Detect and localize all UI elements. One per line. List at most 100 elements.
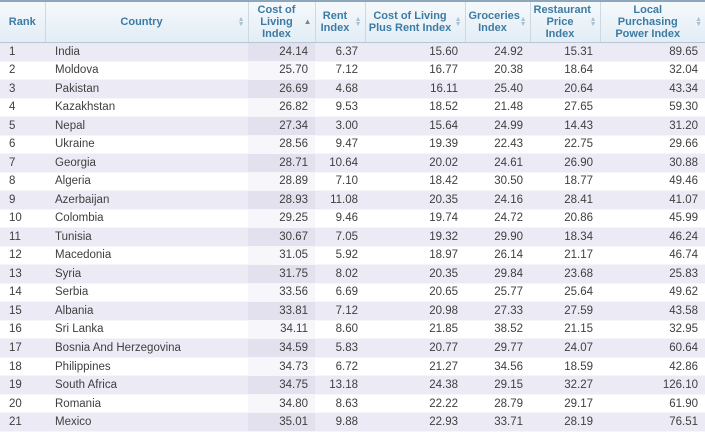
cell-col_index: 34.11 [248, 320, 315, 340]
cell-purchasing: 89.65 [600, 42, 705, 62]
cell-groceries: 20.38 [465, 61, 530, 81]
cell-groceries: 33.71 [465, 412, 530, 432]
table-row: 14 Serbia 33.56 6.69 20.65 25.77 25.64 49.62 [0, 283, 705, 303]
cell-restaurant: 27.59 [530, 301, 600, 321]
column-header-col_rent[interactable]: Cost of Living Plus Rent Index ▲ ▼ [364, 2, 465, 43]
cell-groceries: 24.72 [465, 209, 530, 229]
column-header-groceries[interactable]: Groceries Index ▲ ▼ [464, 2, 530, 43]
cell-col_rent: 20.98 [365, 301, 465, 321]
column-header-rank: Rank [0, 2, 45, 43]
cell-country: Syria [45, 264, 248, 284]
cell-col_rent: 16.77 [365, 61, 465, 81]
cell-purchasing: 25.83 [600, 264, 705, 284]
table-row: 10 Colombia 29.25 9.46 19.74 24.72 20.86 45.99 [0, 209, 705, 229]
cell-rank: 8 [0, 172, 45, 192]
cell-col_rent: 18.52 [365, 98, 465, 118]
cell-purchasing: 49.62 [600, 283, 705, 303]
cell-restaurant: 20.64 [530, 79, 600, 99]
cell-col_index: 31.05 [248, 246, 315, 266]
table-row: 11 Tunisia 30.67 7.05 19.32 29.90 18.34 46.24 [0, 227, 705, 247]
cell-rank: 15 [0, 301, 45, 321]
cell-purchasing: 30.88 [600, 153, 705, 173]
cell-col_rent: 16.11 [365, 79, 465, 99]
column-header-country[interactable]: Country ▲ ▼ [44, 2, 248, 43]
cell-rent: 5.92 [315, 246, 365, 266]
cell-rank: 18 [0, 357, 45, 377]
cell-purchasing: 42.86 [600, 357, 705, 377]
cell-col_rent: 20.35 [365, 190, 465, 210]
cell-groceries: 38.52 [465, 320, 530, 340]
cell-col_index: 26.82 [248, 98, 315, 118]
column-header-restaurant[interactable]: Restaurant Price Index ▲ ▼ [529, 2, 600, 43]
cell-rent: 7.05 [315, 227, 365, 247]
cell-col_rent: 19.74 [365, 209, 465, 229]
table-row: 17 Bosnia And Herzegovina 34.59 5.83 20.77 29… [0, 338, 705, 358]
table-row: 21 Mexico 35.01 9.88 22.93 33.71 28.19 76.51 [0, 412, 705, 432]
cell-rent: 9.47 [315, 135, 365, 155]
table-row: 2 Moldova 25.70 7.12 16.77 20.38 18.64 32.04 [0, 61, 705, 81]
table-row: 4 Kazakhstan 26.82 9.53 18.52 21.48 27.65 59.30 [0, 98, 705, 118]
cell-rank: 9 [0, 190, 45, 210]
cell-restaurant: 21.17 [530, 246, 600, 266]
table-row: 9 Azerbaijan 28.93 11.08 20.35 24.16 28.41 41.0… [0, 190, 705, 210]
cell-groceries: 27.33 [465, 301, 530, 321]
cell-restaurant: 15.31 [530, 42, 600, 62]
cell-rank: 3 [0, 79, 45, 99]
cell-purchasing: 46.24 [600, 227, 705, 247]
cell-rank: 10 [0, 209, 45, 229]
cell-rent: 8.02 [315, 264, 365, 284]
cell-rank: 12 [0, 246, 45, 266]
cell-col_rent: 20.65 [365, 283, 465, 303]
cell-purchasing: 126.10 [600, 375, 705, 395]
cell-purchasing: 31.20 [600, 116, 705, 136]
cell-col_rent: 19.39 [365, 135, 465, 155]
cell-rank: 19 [0, 375, 45, 395]
cell-country: Colombia [45, 209, 248, 229]
column-header-purchasing[interactable]: Local Purchasing Power Index ▲ ▼ [599, 2, 705, 43]
table-row: 7 Georgia 28.71 10.64 20.02 24.61 26.90 30.88 [0, 153, 705, 173]
cell-rent: 5.83 [315, 338, 365, 358]
sort-both-icon: ▲ ▼ [695, 16, 702, 28]
cell-col_rent: 21.27 [365, 357, 465, 377]
cell-col_rent: 22.93 [365, 412, 465, 432]
cell-col_index: 28.89 [248, 172, 315, 192]
cell-restaurant: 20.86 [530, 209, 600, 229]
column-header-rent[interactable]: Rent Index ▲ ▼ [314, 2, 365, 43]
cell-country: Georgia [45, 153, 248, 173]
cell-rent: 4.68 [315, 79, 365, 99]
cell-rank: 7 [0, 153, 45, 173]
cell-country: Moldova [45, 61, 248, 81]
cell-purchasing: 76.51 [600, 412, 705, 432]
cell-restaurant: 18.34 [530, 227, 600, 247]
table-body: 1 India 24.14 6.37 15.60 24.92 15.31 89.65 2 Mold… [0, 42, 705, 432]
cell-purchasing: 60.64 [600, 338, 705, 358]
cell-col_index: 25.70 [248, 61, 315, 81]
table-row: 19 South Africa 34.75 13.18 24.38 29.15 32.27 1… [0, 375, 705, 395]
cell-rank: 11 [0, 227, 45, 247]
cell-col_rent: 20.02 [365, 153, 465, 173]
table-row: 20 Romania 34.80 8.63 22.22 28.79 29.17 61.90 [0, 394, 705, 414]
cell-purchasing: 32.04 [600, 61, 705, 81]
sort-both-icon: ▲ ▼ [589, 16, 597, 28]
cell-rent: 6.69 [315, 283, 365, 303]
cell-groceries: 21.48 [465, 98, 530, 118]
cell-country: Azerbaijan [45, 190, 248, 210]
cell-col_rent: 24.38 [365, 375, 465, 395]
cell-col_rent: 20.77 [365, 338, 465, 358]
sort-both-icon: ▲ ▼ [454, 16, 462, 28]
cell-country: Macedonia [45, 246, 248, 266]
cell-restaurant: 29.17 [530, 394, 600, 414]
cell-groceries: 25.40 [465, 79, 530, 99]
column-header-col_index[interactable]: Cost of Living Index ▲ [247, 2, 315, 43]
table-header-row: Rank Country ▲ ▼ Cost of Living Index ▲ Rent I… [0, 2, 705, 43]
cell-rent: 7.12 [315, 301, 365, 321]
cell-col_rent: 21.85 [365, 320, 465, 340]
cell-rank: 14 [0, 283, 45, 303]
cell-purchasing: 41.07 [600, 190, 705, 210]
cell-restaurant: 21.15 [530, 320, 600, 340]
cell-col_index: 33.56 [248, 283, 315, 303]
cell-groceries: 29.84 [465, 264, 530, 284]
cell-col_index: 34.80 [248, 394, 315, 414]
cell-groceries: 30.50 [465, 172, 530, 192]
cell-country: Serbia [45, 283, 248, 303]
